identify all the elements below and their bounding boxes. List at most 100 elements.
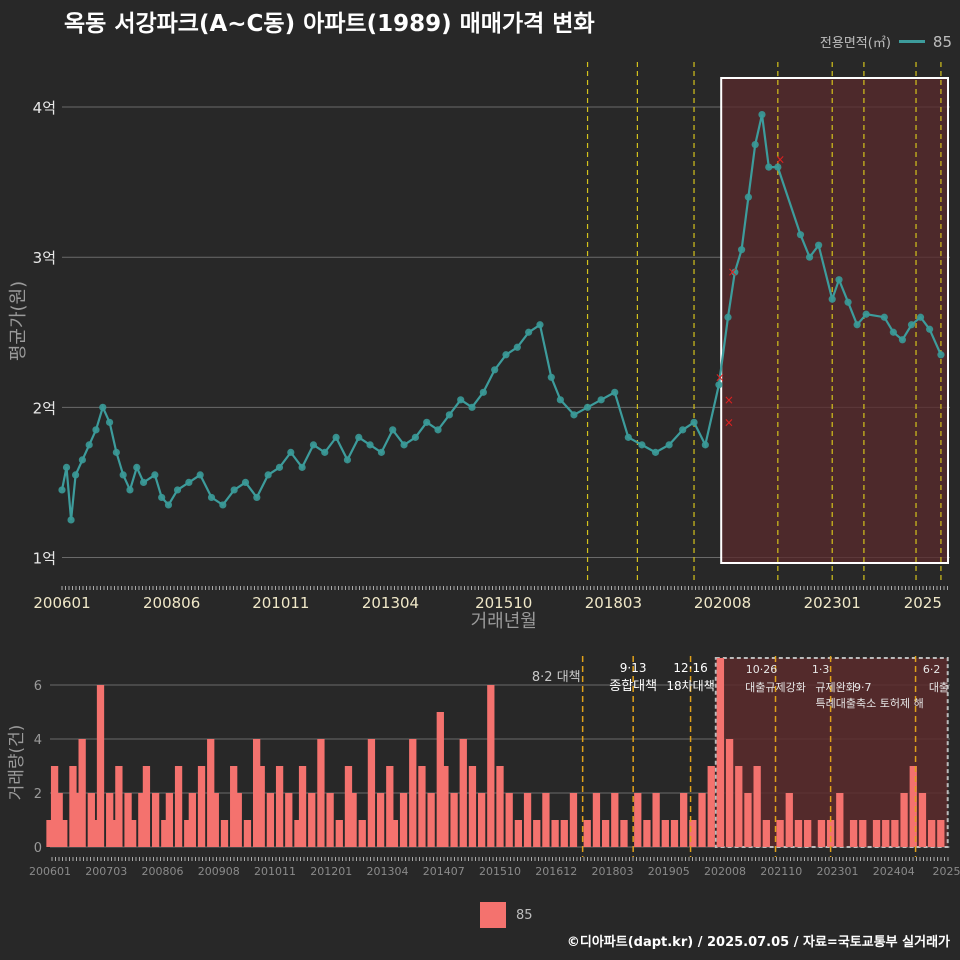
volume-bar [197,766,206,847]
price-point [715,381,723,389]
price-point [853,321,861,329]
price-point [751,140,759,149]
price-point [611,388,619,396]
price-point [185,478,193,487]
price-point [665,441,673,449]
policy-annotation: 12·16 [673,661,707,675]
volume-bar [50,766,59,847]
volume-bar [184,820,192,847]
legend-bottom: 85 [480,902,533,928]
volume-bar [96,685,105,847]
volume-chart: 0 2 4 6 8·2 대책 9·13 종합대책 12·16 18차대책 10·26 대출규제강화 1… [7,656,960,878]
volume-bar [441,766,449,847]
price-point [679,426,687,434]
policy-annotation: 규제완화 [815,681,855,694]
x-tick-label: 200703 [85,865,127,878]
credit-text: ©디아파트(dapt.kr) / 2025.07.05 / 자료=국토교통부 실… [566,935,950,950]
volume-bar [560,820,568,847]
x-tick-label: 201510 [475,594,532,612]
volume-bar [266,793,275,847]
y-axis-label: 거래량(건) [7,725,27,801]
x-tick-label: 200601 [29,865,71,878]
price-point [724,313,732,321]
y-tick-label: 1억 [33,549,56,567]
volume-bar [468,766,477,847]
y-tick-label: 4 [34,733,42,748]
volume-bar [762,820,770,847]
volume-bar [87,793,95,847]
volume-bar [725,739,734,847]
volume-bar [78,739,86,847]
price-point [651,448,660,456]
x-tick-label: 200908 [198,865,240,878]
price-point [241,478,250,487]
price-point [253,493,261,502]
price-point [731,268,739,276]
volume-bar [73,793,82,847]
x-tick-label: 201304 [362,594,419,612]
x-tick-label: 202301 [804,594,861,612]
volume-bar [496,766,504,847]
policy-annotation: 대출규제강화 [745,681,806,694]
volume-bar [601,820,610,847]
price-point [479,388,487,396]
volume-bar [46,820,54,847]
volume-bar [634,793,642,847]
x-tick-label: 201304 [367,865,409,878]
price-point [744,193,752,201]
volume-bar [680,793,688,847]
volume-bar [390,820,399,847]
policy-annotation: 6·2 [923,663,941,676]
price-point [207,493,216,502]
x-tick-label: 200806 [143,594,200,612]
price-point [58,486,66,494]
volume-bar [427,793,435,847]
price-point [105,418,114,426]
volume-bar [459,739,467,847]
price-point [556,396,564,404]
highlight-region [720,77,950,564]
price-point [332,433,340,441]
price-point [92,426,100,434]
policy-annotation: 대출 [929,681,949,694]
price-point [805,253,814,261]
price-point [815,241,823,249]
x-tick-label: 201011 [252,594,309,612]
price-point [468,403,476,411]
legend-top-label: 85 [932,32,952,51]
price-point [638,441,646,449]
volume-bar [542,793,550,847]
volume-bar [106,793,114,847]
volume-bar [142,766,151,847]
volume-bar [753,766,761,847]
price-point [355,433,363,441]
x-axis-label: 거래년월 [471,611,537,632]
volume-bar [409,739,417,847]
volume-bar [386,766,394,847]
volume-bar [367,739,376,847]
price-point [898,336,907,344]
y-axis-label: 평균가(원) [8,281,29,361]
price-point [525,328,533,336]
volume-bar [882,820,890,847]
volume-bar [551,820,559,847]
price-point [491,366,499,374]
price-point [457,396,465,404]
y-tick-label: 3억 [33,249,56,267]
volume-bar [234,793,242,847]
price-point [62,463,71,471]
volume-bar [776,820,784,847]
x-tick-label: 201612 [535,865,577,878]
price-point [411,433,419,441]
volume-bar [698,793,706,847]
legend-bottom-label: 85 [516,907,533,923]
volume-bar [661,820,669,847]
price-point [133,463,141,471]
price-point [275,463,284,471]
cancelled-marker: × [775,153,785,167]
volume-bar [652,793,660,847]
volume-bar [477,793,486,847]
volume-bar [592,793,601,847]
price-point [844,298,852,306]
price-point [907,321,916,329]
